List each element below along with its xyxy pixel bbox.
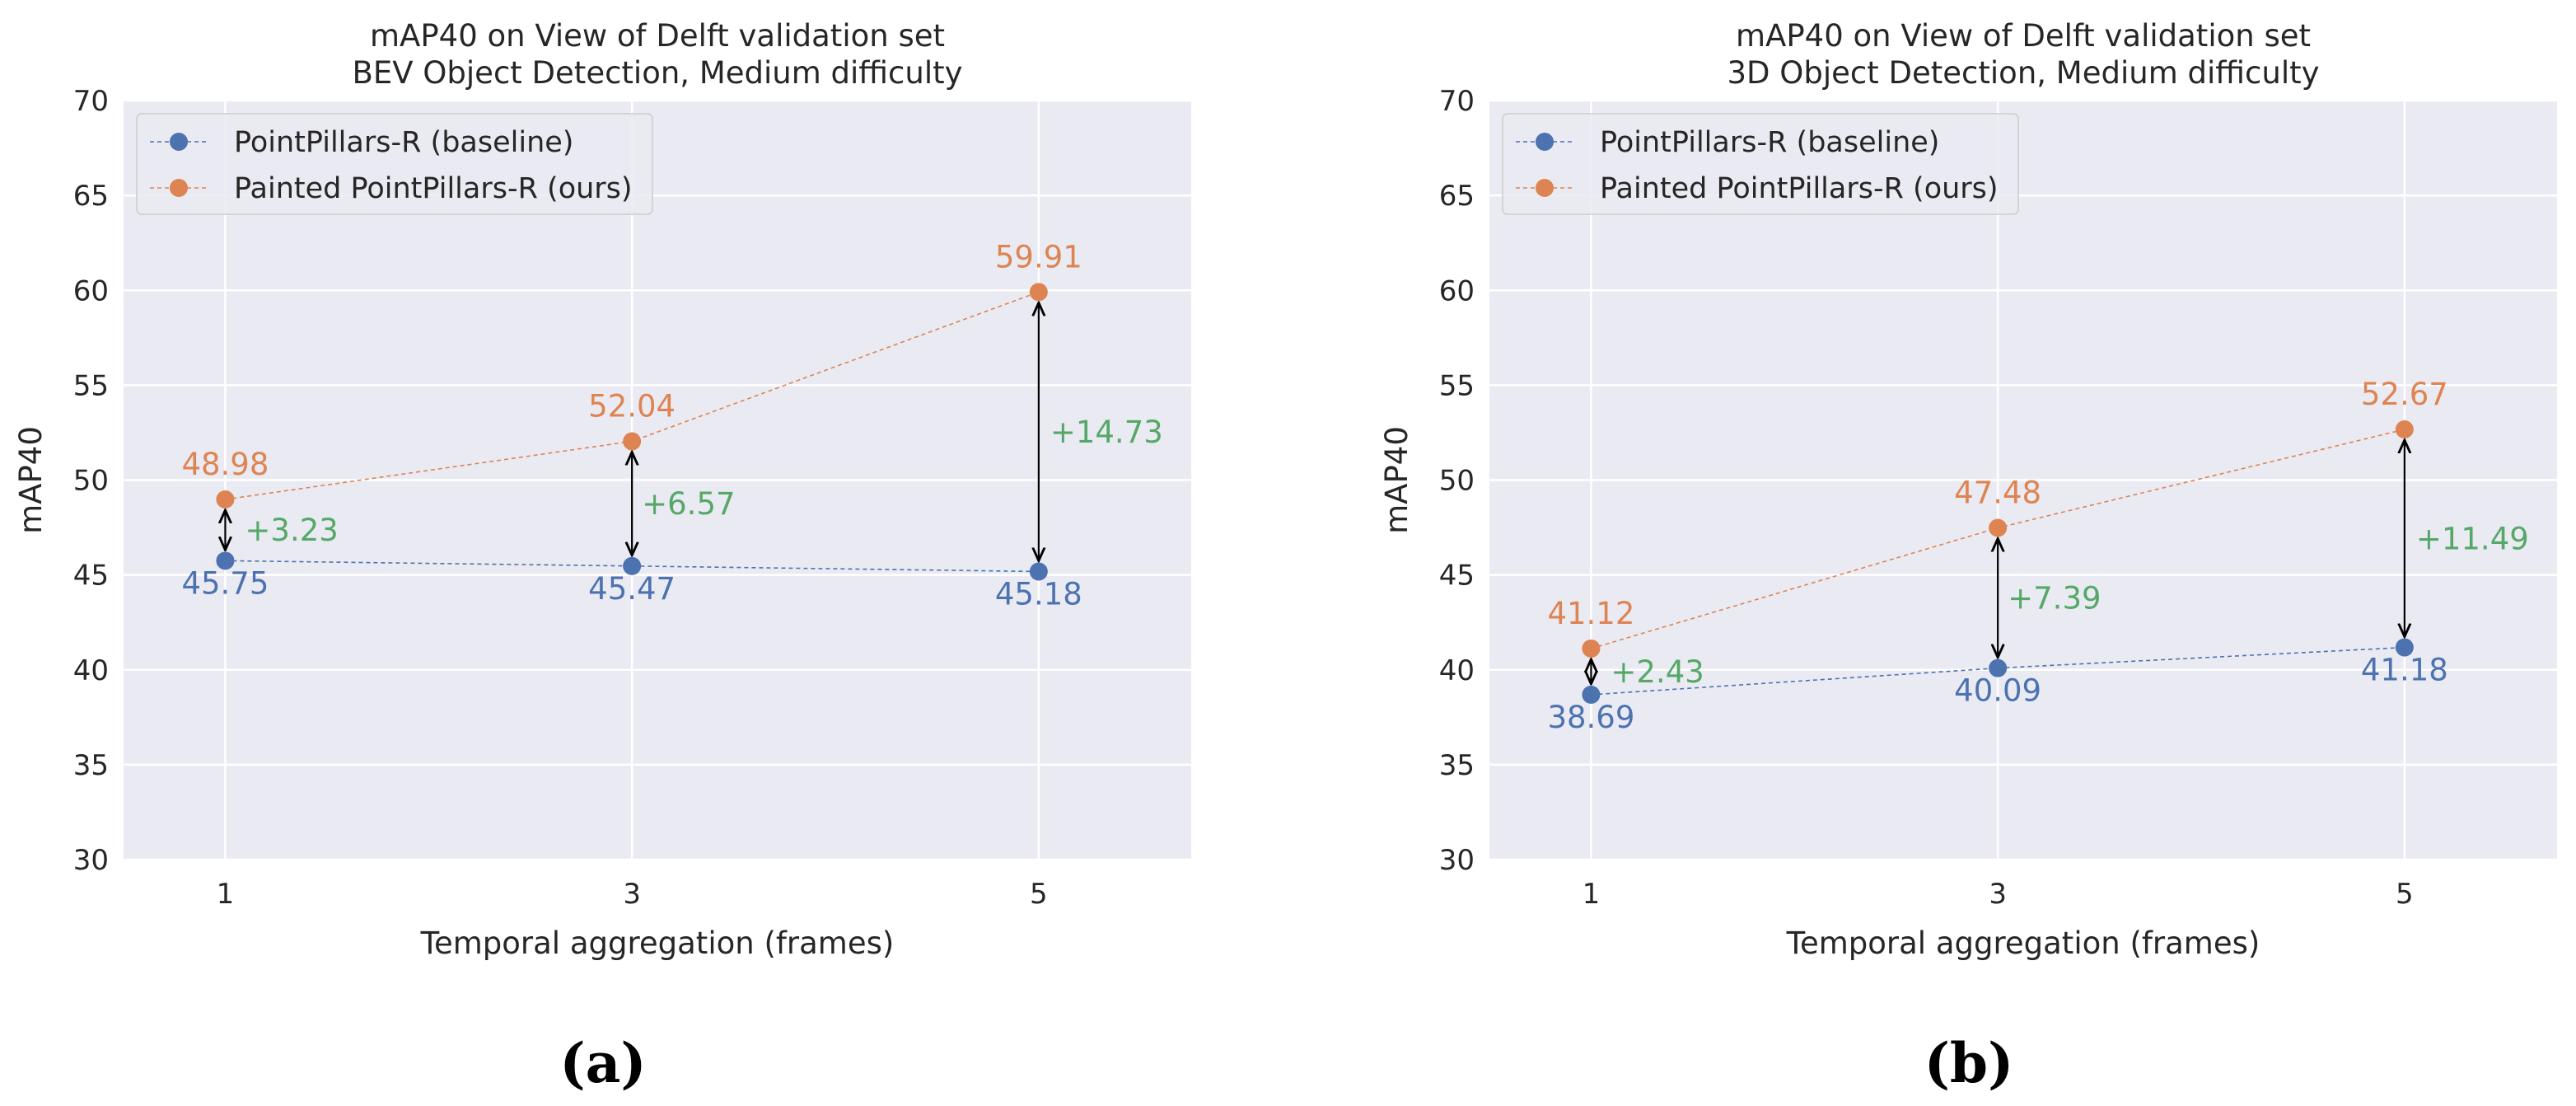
data-point-ours (1582, 639, 1601, 658)
data-point-ours (1029, 283, 1048, 302)
y-tick-label: 30 (73, 844, 109, 877)
data-label-baseline: 38.69 (1547, 700, 1634, 735)
data-label-ours: 59.91 (995, 239, 1082, 274)
y-tick-label: 70 (1439, 85, 1475, 118)
legend-marker (1536, 133, 1554, 151)
improvement-label: +6.57 (642, 486, 735, 522)
chart-title: mAP40 on View of Delft validation set (1736, 18, 2311, 54)
legend-marker (170, 179, 188, 197)
legend-marker (1536, 179, 1554, 197)
y-tick-label: 50 (1439, 465, 1475, 498)
legend-label: Painted PointPillars-R (ours) (234, 172, 633, 205)
improvement-label: +2.43 (1611, 654, 1704, 690)
panel-caption: (b) (1924, 1031, 2014, 1095)
data-point-baseline (1582, 685, 1601, 704)
data-label-ours: 47.48 (1954, 476, 2041, 511)
y-tick-label: 45 (1439, 560, 1475, 593)
x-tick-label: 1 (1583, 878, 1601, 911)
x-tick-label: 5 (1030, 878, 1048, 911)
chart-subtitle: 3D Object Detection, Medium difficulty (1727, 55, 2319, 91)
data-label-ours: 52.67 (2361, 377, 2448, 412)
y-tick-label: 45 (73, 560, 109, 593)
data-point-ours (623, 432, 642, 451)
panel-caption: (a) (559, 1031, 646, 1095)
data-point-baseline (2395, 638, 2414, 657)
data-label-baseline: 40.09 (1954, 673, 2041, 709)
series-line-baseline (225, 560, 1039, 573)
y-axis-label: mAP40 (1379, 426, 1414, 534)
y-tick-label: 60 (73, 274, 109, 307)
data-point-baseline (216, 551, 235, 570)
y-tick-label: 40 (73, 654, 109, 687)
y-tick-label: 65 (1439, 180, 1475, 213)
legend-box (136, 113, 653, 215)
data-label-baseline: 45.75 (181, 565, 269, 601)
y-tick-label: 70 (73, 85, 109, 118)
y-tick-label: 60 (1439, 274, 1475, 307)
improvement-label: +11.49 (2416, 521, 2529, 556)
x-tick-label: 1 (217, 878, 235, 911)
y-tick-label: 30 (1439, 844, 1475, 877)
legend-label: PointPillars-R (baseline) (234, 126, 573, 159)
data-point-baseline (1989, 658, 2008, 677)
data-label-baseline: 45.18 (995, 576, 1082, 612)
legend-marker (170, 133, 188, 151)
y-tick-label: 35 (1439, 749, 1475, 782)
x-tick-label: 3 (1989, 878, 2007, 911)
legend: PointPillars-R (baseline) Painted PointPi… (1502, 113, 2019, 215)
data-point-baseline (1029, 562, 1048, 581)
data-label-ours: 52.04 (588, 389, 676, 424)
y-tick-label: 55 (1439, 369, 1475, 402)
improvement-label: +14.73 (1050, 415, 1163, 450)
y-tick-label: 50 (73, 465, 109, 498)
series-line-baseline (1591, 646, 2405, 696)
y-tick-label: 65 (73, 180, 109, 213)
y-tick-label: 55 (73, 369, 109, 402)
data-label-ours: 48.98 (181, 447, 269, 482)
chart-subtitle: BEV Object Detection, Medium difficulty (352, 55, 962, 91)
data-point-ours (216, 490, 235, 508)
x-tick-label: 5 (2396, 878, 2414, 911)
y-tick-label: 35 (73, 749, 109, 782)
x-axis-label: Temporal aggregation (frames) (1786, 926, 2260, 961)
y-tick-label: 40 (1439, 654, 1475, 687)
data-label-ours: 41.12 (1547, 596, 1634, 631)
data-label-baseline: 41.18 (2361, 653, 2448, 688)
data-point-baseline (623, 556, 642, 575)
legend-label: Painted PointPillars-R (ours) (1600, 172, 1999, 205)
legend: PointPillars-R (baseline) Painted PointPi… (136, 113, 653, 215)
y-axis-label: mAP40 (13, 426, 49, 534)
improvement-label: +3.23 (245, 513, 338, 548)
legend-label: PointPillars-R (baseline) (1600, 126, 1939, 159)
data-point-ours (2395, 420, 2414, 439)
improvement-label: +7.39 (2008, 581, 2101, 616)
data-label-baseline: 45.47 (588, 571, 676, 607)
x-tick-label: 3 (623, 878, 641, 911)
legend-box (1502, 113, 2019, 215)
data-point-ours (1989, 518, 2008, 537)
chart-title: mAP40 on View of Delft validation set (370, 18, 945, 54)
x-axis-label: Temporal aggregation (frames) (420, 926, 895, 961)
